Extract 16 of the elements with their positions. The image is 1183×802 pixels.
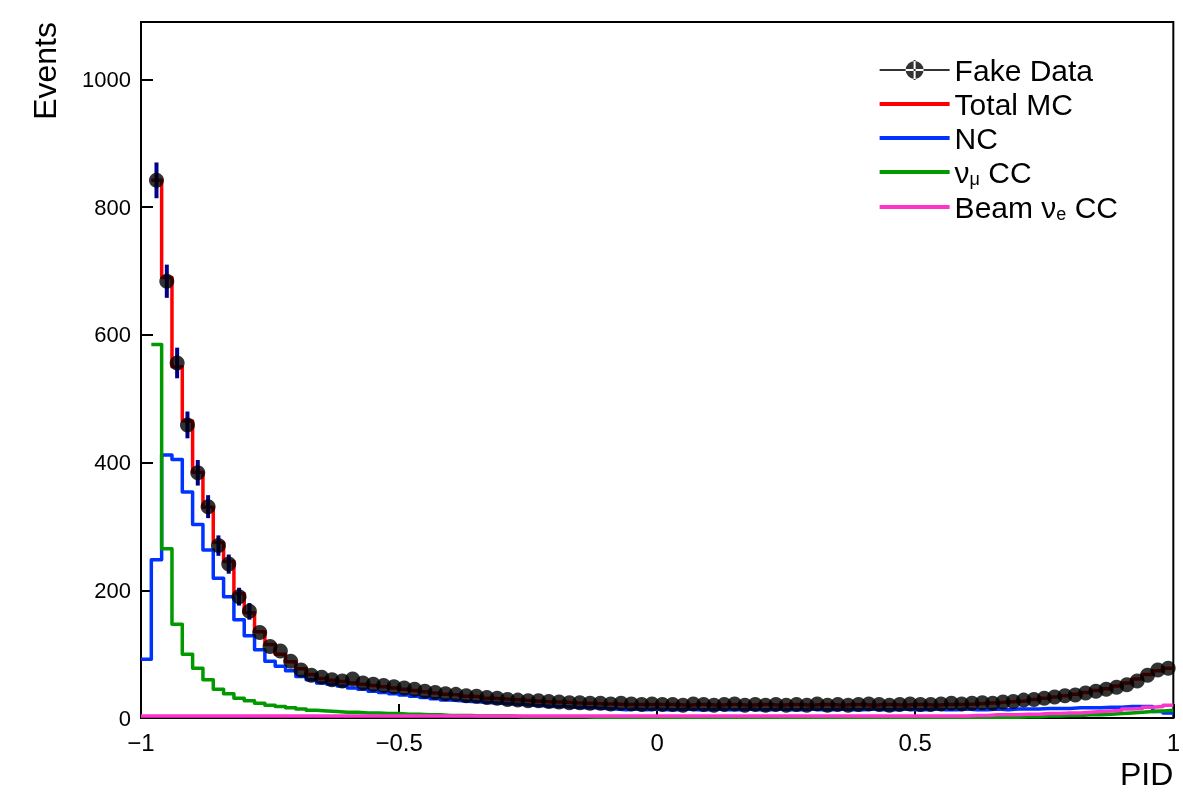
y-axis-title: Events bbox=[27, 22, 63, 120]
x-tick-label: 1 bbox=[1166, 728, 1181, 756]
x-tick-label: 0.5 bbox=[898, 728, 932, 756]
x-tick-label: 0 bbox=[650, 728, 664, 756]
y-tick-label: 200 bbox=[94, 577, 131, 603]
legend-label: Total MC bbox=[954, 87, 1073, 121]
y-tick-label: 400 bbox=[94, 450, 131, 476]
x-tick-label: −1 bbox=[127, 728, 155, 756]
x-axis-title: PID bbox=[1119, 756, 1174, 792]
x-tick-label: −0.5 bbox=[375, 728, 423, 756]
legend-label: NC bbox=[954, 121, 998, 155]
legend-label: Fake Data bbox=[954, 53, 1094, 87]
y-tick-label: 600 bbox=[94, 322, 131, 348]
y-tick-label: 1000 bbox=[82, 66, 131, 92]
y-tick-label: 0 bbox=[118, 705, 131, 731]
y-tick-label: 800 bbox=[94, 194, 131, 220]
